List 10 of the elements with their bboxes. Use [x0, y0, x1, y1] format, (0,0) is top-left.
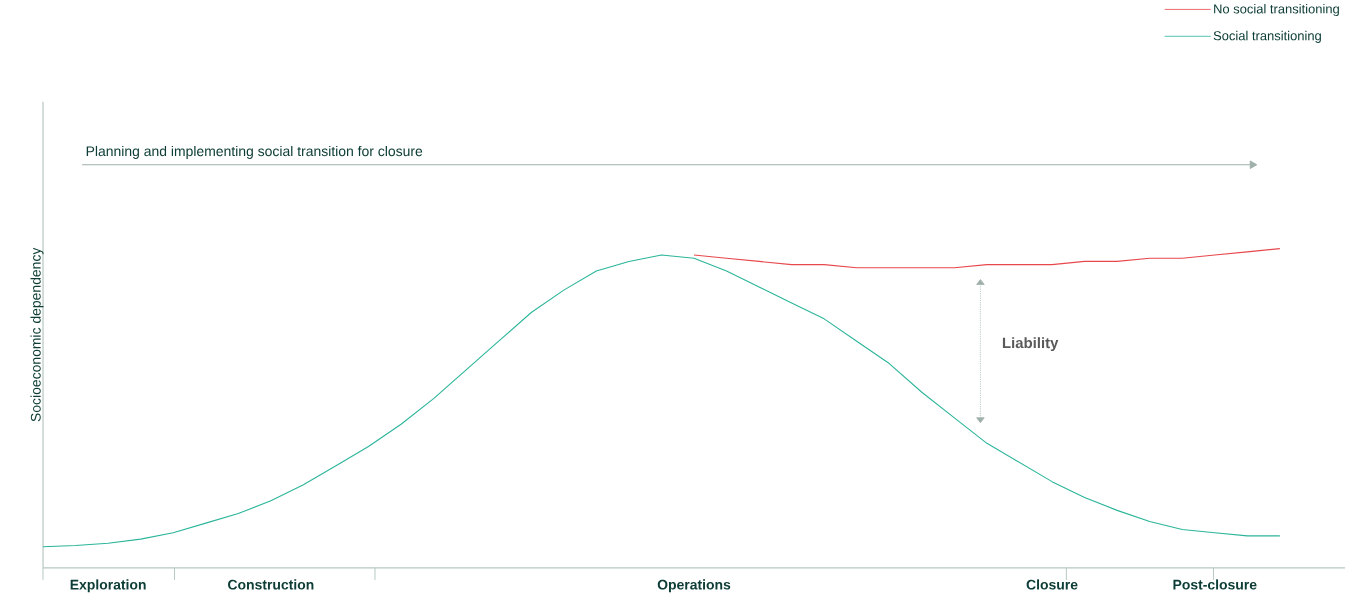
x-tick-label: Exploration	[70, 579, 146, 593]
legend-label: No social transitioning	[1214, 4, 1339, 17]
text: Planning and implementing social transition for closure	[86, 145, 423, 159]
x-tick-label: Closure	[1026, 579, 1078, 590]
x-tick-label: Operations	[657, 579, 731, 593]
annotation: Liability	[1002, 337, 1059, 352]
x-tick-label: Construction	[228, 579, 314, 590]
y-axis-title: Socioeconomic dependency	[30, 247, 44, 422]
x-tick-label: Post-closure	[1173, 579, 1257, 590]
legend-label: Social transitioning	[1213, 30, 1321, 43]
